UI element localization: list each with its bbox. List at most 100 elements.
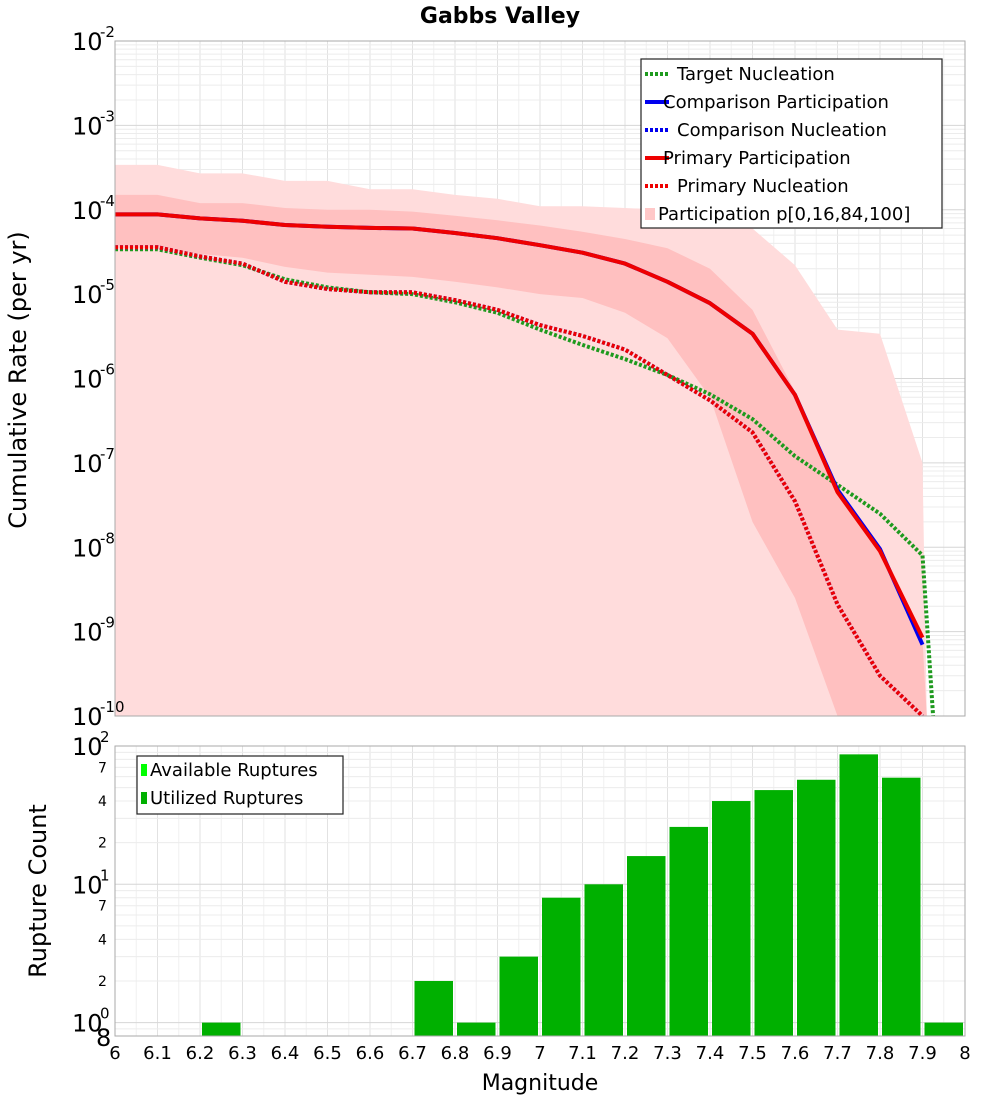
histogram-bar [882, 777, 921, 1036]
histogram-bar [669, 826, 708, 1036]
x-tick-label: 6.4 [271, 1043, 300, 1064]
top-legend-entry: Comparison Nucleation [645, 120, 887, 141]
bottom-y-tick-exponent: 2 [100, 728, 110, 746]
bottom-y-minor-tick-label: 2 [98, 974, 107, 990]
histogram-bar [499, 956, 538, 1036]
primary-nucleation-line [115, 245, 924, 716]
x-tick-label: 7 [534, 1043, 545, 1064]
x-tick-label: 7.8 [866, 1043, 895, 1064]
x-tick-label: 7.3 [653, 1043, 682, 1064]
bottom-legend-box [136, 755, 344, 815]
top-y-tick-base: 10 [72, 619, 103, 647]
histogram-bar [542, 897, 581, 1036]
top-y-tick-label: 10-7 [72, 445, 115, 478]
bottom-y-minor-tick-label: 8 [96, 1024, 111, 1052]
top-plot-frame [114, 40, 966, 717]
top-y-tick-base: 10 [72, 534, 103, 562]
top-legend-entry: Primary Participation [645, 148, 851, 169]
x-tick-label: 6.2 [186, 1043, 215, 1064]
histogram-bar [797, 779, 836, 1036]
bottom-y-tick-exponent: 1 [100, 866, 110, 884]
x-tick-label: 7.7 [823, 1043, 852, 1064]
histogram-bar [584, 884, 623, 1036]
bottom-legend: Available Ruptures Utilized Ruptures [136, 755, 344, 815]
top-y-tick-base: 10 [72, 112, 103, 140]
top-y-tick-exponent: -9 [100, 614, 115, 632]
top-y-tick-label: 10-8 [72, 529, 115, 562]
top-legend-entry: Comparison Participation [645, 92, 889, 113]
x-tick-label: 6.8 [441, 1043, 470, 1064]
legend-label: Comparison Participation [663, 92, 889, 113]
histogram-bar [202, 1022, 241, 1036]
x-tick-label: 8 [959, 1043, 970, 1064]
histogram-bar [627, 856, 666, 1036]
target-nucleation-line [115, 247, 936, 716]
bottom-y-tick-base: 10 [72, 1010, 103, 1038]
legend-label: Primary Participation [663, 148, 851, 169]
legend-label: Target Nucleation [676, 64, 835, 85]
histogram-bar [924, 1022, 963, 1036]
top-y-tick-exponent: -2 [100, 23, 115, 41]
x-axis-label: Magnitude [482, 1071, 599, 1096]
bottom-y-tick-base: 10 [72, 871, 103, 899]
top-y-tick-label: 10-9 [72, 614, 115, 647]
top-plot-percentile-bands [115, 164, 927, 716]
top-y-tick-exponent: -6 [100, 361, 115, 379]
chart-title: Gabbs Valley [420, 4, 580, 29]
bottom-plot-frame [114, 745, 966, 1037]
bottom-legend-entry: Utilized Ruptures [141, 788, 303, 809]
x-tick-label: 6.5 [313, 1043, 342, 1064]
bottom-plot-bars [202, 754, 963, 1036]
legend-label: Primary Nucleation [677, 176, 849, 197]
x-tick-label: 7.1 [568, 1043, 597, 1064]
bottom-y-minor-tick-label: 4 [98, 794, 107, 810]
top-y-tick-exponent: -4 [100, 192, 115, 210]
x-tick-label: 6.9 [483, 1043, 512, 1064]
top-y-tick-base: 10 [72, 28, 103, 56]
x-tick-label: 7.2 [611, 1043, 640, 1064]
legend-swatch-box [141, 764, 147, 776]
top-y-tick-label: 10-6 [72, 361, 115, 394]
top-legend-entry: Participation p[0,16,84,100] [645, 204, 910, 225]
top-y-tick-exponent: -3 [100, 107, 115, 125]
x-tick-label: 7.4 [696, 1043, 725, 1064]
x-tick-label: 6.3 [228, 1043, 257, 1064]
x-tick-label: 7.6 [781, 1043, 810, 1064]
top-y-tick-base: 10 [72, 197, 103, 225]
top-y-tick-label: 10-4 [72, 192, 115, 225]
x-tick-label: 6.1 [143, 1043, 172, 1064]
top-y-tick-exponent: -5 [100, 276, 115, 294]
bottom-y-tick-label: 101 [72, 866, 110, 899]
legend-label: Utilized Ruptures [150, 788, 303, 809]
x-tick-label: 6 [109, 1043, 120, 1064]
bottom-y-minor-tick-label: 2 [98, 836, 107, 852]
top-legend-entry: Target Nucleation [645, 64, 835, 85]
top-plot-series [115, 212, 936, 716]
top-y-tick-base: 10 [72, 366, 103, 394]
histogram-bar [457, 1022, 496, 1036]
top-y-tick-base: 10 [72, 703, 103, 731]
legend-label: Participation p[0,16,84,100] [658, 204, 910, 225]
histogram-bar [712, 801, 751, 1036]
top-y-tick-label: 10-3 [72, 107, 115, 140]
bottom-y-axis-label: Rupture Count [24, 804, 52, 978]
x-axis-ticks: 6 6.1 6.2 6.3 6.4 6.5 6.6 6.7 6.8 6.9 7 7.1 7.2 7.3 7.… [109, 1043, 970, 1064]
bottom-y-tick-label: 100 [72, 1005, 110, 1038]
bottom-y-minor-tick-label: 7 [98, 760, 107, 776]
top-y-tick-label: 10-2 [72, 23, 115, 56]
top-legend-box [640, 58, 943, 229]
top-legend: Target Nucleation Comparison Participatio… [640, 58, 943, 229]
x-tick-label: 7.9 [908, 1043, 937, 1064]
x-tick-label: 7.5 [738, 1043, 767, 1064]
top-y-tick-exponent: -7 [100, 445, 115, 463]
histogram-bar [414, 980, 453, 1036]
top-legend-entry: Primary Nucleation [645, 176, 849, 197]
legend-swatch-box [645, 208, 655, 220]
top-y-tick-exponent: -10 [100, 698, 125, 716]
primary-participation-line [115, 212, 925, 639]
band-p16-p84 [115, 194, 927, 716]
bottom-y-tick-exponent: 0 [100, 1005, 110, 1023]
x-tick-label: 6.7 [398, 1043, 427, 1064]
